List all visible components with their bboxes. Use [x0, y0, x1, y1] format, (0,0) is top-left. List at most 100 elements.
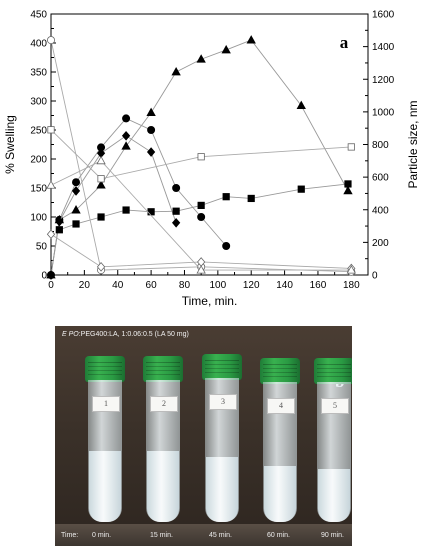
x-tick-label: 140	[276, 280, 293, 291]
data-point	[96, 155, 106, 165]
data-point	[171, 66, 181, 76]
y-left-tick-label: 350	[30, 68, 47, 79]
x-tick-label: 80	[179, 280, 191, 291]
data-point	[47, 126, 55, 134]
y-right-tick-label: 600	[372, 173, 389, 184]
y-left-tick-label: 200	[30, 155, 47, 166]
y-left-tick-label: 50	[36, 242, 48, 253]
x-tick-label: 40	[112, 280, 124, 291]
series-line	[50, 135, 177, 276]
series-line	[50, 233, 352, 269]
vial-label: 1	[92, 396, 120, 412]
vial-liquid	[206, 457, 238, 522]
data-point	[121, 130, 131, 141]
data-point	[96, 180, 106, 189]
data-point	[55, 216, 64, 227]
data-point	[197, 153, 205, 161]
data-point	[222, 193, 230, 201]
data-point	[71, 205, 81, 214]
vial-cap	[314, 358, 352, 384]
data-point	[146, 107, 156, 116]
data-point	[347, 143, 355, 151]
x-tick-label: 100	[209, 280, 226, 291]
y-left-tick-label: 100	[30, 213, 47, 224]
data-point	[172, 183, 181, 192]
y-left-tick-label: 150	[30, 184, 47, 195]
data-point	[96, 262, 106, 272]
vial-liquid	[147, 451, 179, 522]
data-point	[47, 36, 56, 45]
data-point	[121, 141, 131, 150]
y-right-tick-label: 400	[372, 205, 389, 216]
data-point	[246, 35, 256, 44]
swelling-particle-size-chart: 0 20 40 60 80 100 120 140 160 180 0 50 100 150 200 250 3…	[3, 10, 420, 309]
data-point	[146, 147, 156, 157]
data-point	[46, 229, 56, 240]
y-right-axis-label: Particle size, nm	[406, 100, 420, 188]
data-point	[197, 212, 206, 221]
vial-time-label: 15 min.	[150, 532, 173, 539]
vial-cap	[85, 356, 125, 382]
data-point	[55, 226, 63, 234]
vial: 5	[314, 358, 352, 522]
data-point	[147, 126, 156, 135]
y-right-tick-label: 1600	[372, 10, 395, 21]
vial-liquid	[264, 466, 296, 522]
data-point	[343, 185, 353, 195]
data-point	[46, 270, 56, 280]
vial-time-label: 90 min.	[321, 532, 344, 539]
y-left-tick-label: 250	[30, 126, 47, 137]
y-right-tick-label: 0	[372, 271, 378, 282]
data-point	[196, 54, 206, 63]
data-point	[297, 185, 305, 193]
vial: 4	[260, 358, 300, 522]
vial-cap	[202, 354, 242, 380]
vial-time-label: 60 min.	[267, 532, 290, 539]
y-left-tick-label: 300	[30, 97, 47, 108]
data-point	[122, 114, 131, 123]
data-point	[147, 208, 155, 216]
data-point	[46, 180, 56, 189]
data-point	[71, 186, 81, 196]
x-tick-label: 180	[343, 280, 360, 291]
vials-photo: E PO:PEG400:LA, 1:0.06:0.5 (LA 50 mg) b …	[55, 326, 352, 546]
x-tick-label: 20	[79, 280, 91, 291]
vial: 1	[85, 356, 125, 522]
series-line	[50, 129, 352, 180]
data-point	[197, 201, 205, 209]
vial: 2	[143, 356, 183, 522]
vial-time-label: 0 min.	[92, 532, 112, 539]
data-point	[346, 265, 356, 274]
vial-liquid	[318, 468, 350, 522]
vial-cap	[260, 358, 300, 384]
vial-label: 5	[321, 398, 349, 414]
y-left-tick-label: 0	[41, 271, 47, 282]
series-line	[50, 40, 352, 273]
data-point	[221, 44, 231, 54]
photo-caption: E PO:PEG400:LA, 1:0.06:0.5 (LA 50 mg)	[62, 331, 189, 338]
y-right-tick-label: 1200	[372, 75, 395, 86]
data-point	[172, 217, 181, 228]
x-tick-label: 0	[48, 280, 54, 291]
vial-cap	[143, 356, 183, 382]
data-point	[222, 241, 231, 250]
data-point	[196, 265, 206, 274]
y-right-tick-label: 1000	[372, 107, 395, 118]
y-right-tick-label: 1400	[372, 42, 395, 53]
data-point	[247, 194, 255, 203]
vial-label: 2	[150, 396, 178, 412]
vial: 3	[202, 354, 242, 522]
data-point	[72, 178, 81, 187]
vial-time-label: 45 min.	[209, 532, 232, 539]
panel-label-a: a	[340, 33, 349, 52]
data-point	[97, 213, 105, 221]
x-tick-label: 160	[310, 280, 327, 291]
vial-label: 3	[209, 394, 237, 410]
y-right-tick-label: 800	[372, 140, 389, 151]
y-left-tick-label: 400	[30, 39, 47, 50]
x-tick-label: 60	[146, 280, 158, 291]
vial-label: 4	[267, 398, 295, 414]
x-tick-label: 120	[243, 280, 260, 291]
time-title: Time:	[61, 532, 79, 539]
y-left-tick-label: 450	[30, 10, 47, 21]
